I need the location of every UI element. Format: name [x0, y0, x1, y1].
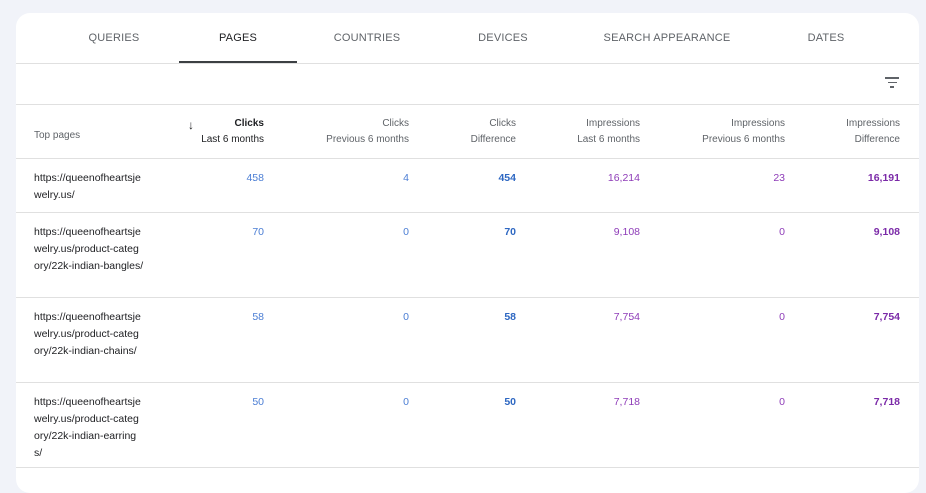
header-clicks-last[interactable]: Clicks Last 6 months: [164, 116, 264, 148]
page-url-link[interactable]: https://queenofheartsjewelry.us/product-…: [34, 226, 144, 272]
header-label: Impressions: [586, 118, 640, 129]
page-url-link[interactable]: https://queenofheartsjewelry.us/product-…: [34, 311, 141, 357]
tab-pages[interactable]: PAGES: [218, 32, 258, 44]
impressions-diff-value: 16,191: [867, 172, 900, 184]
impressions-last-value: 7,754: [613, 311, 640, 323]
header-label: Impressions: [731, 118, 785, 129]
header-label: Clicks: [382, 118, 409, 129]
sort-down-icon[interactable]: ↓: [188, 118, 194, 132]
clicks-prev-value: 0: [403, 396, 409, 408]
table-header: Top pages ↓ Clicks Last 6 months Clicks …: [16, 105, 919, 159]
clicks-prev-value: 0: [403, 226, 409, 238]
filter-icon[interactable]: [885, 76, 899, 88]
filter-bar: [16, 64, 919, 105]
header-label: Clicks: [489, 118, 516, 129]
clicks-prev-value: 0: [403, 311, 409, 323]
header-sublabel: Difference: [470, 134, 516, 145]
impressions-prev-value: 0: [779, 396, 785, 408]
header-label: Impressions: [846, 118, 900, 129]
header-sublabel: Difference: [854, 134, 900, 145]
impressions-prev-value: 0: [779, 226, 785, 238]
header-impressions-prev[interactable]: Impressions Previous 6 months: [675, 116, 785, 148]
header-sublabel: Previous 6 months: [702, 134, 785, 145]
clicks-diff-value: 454: [498, 172, 516, 184]
clicks-diff-value: 58: [504, 311, 516, 323]
header-impressions-diff[interactable]: Impressions Difference: [810, 116, 900, 148]
table-row[interactable]: https://queenofheartsjewelry.us/product-…: [16, 298, 919, 383]
tab-search-appearance[interactable]: SEARCH APPEARANCE: [603, 32, 731, 44]
tab-queries[interactable]: QUERIES: [88, 32, 140, 44]
clicks-diff-value: 50: [504, 396, 516, 408]
header-label: Clicks: [234, 118, 264, 129]
header-clicks-diff[interactable]: Clicks Difference: [426, 116, 516, 148]
impressions-diff-value: 7,754: [873, 311, 900, 323]
tab-bar: QUERIES PAGES COUNTRIES DEVICES SEARCH A…: [16, 13, 919, 64]
tab-devices[interactable]: DEVICES: [478, 32, 528, 44]
header-sublabel: Last 6 months: [201, 134, 264, 145]
header-impressions-last[interactable]: Impressions Last 6 months: [530, 116, 640, 148]
impressions-last-value: 7,718: [613, 396, 640, 408]
clicks-prev-value: 4: [403, 172, 409, 184]
impressions-last-value: 9,108: [613, 226, 640, 238]
clicks-last-value: 70: [252, 226, 264, 238]
impressions-last-value: 16,214: [607, 172, 640, 184]
performance-card: QUERIES PAGES COUNTRIES DEVICES SEARCH A…: [16, 13, 919, 493]
impressions-prev-value: 23: [773, 172, 785, 184]
table-row[interactable]: https://queenofheartsjewelry.us/product-…: [16, 213, 919, 298]
header-sublabel: Previous 6 months: [326, 134, 409, 145]
active-tab-indicator: [179, 61, 297, 63]
tab-countries[interactable]: COUNTRIES: [333, 32, 401, 44]
table-row[interactable]: https://queenofheartsjewelry.us/product-…: [16, 383, 919, 468]
table-row[interactable]: https://queenofheartsjewelry.us/ 458 4 4…: [16, 159, 919, 213]
clicks-diff-value: 70: [504, 226, 516, 238]
page-url-link[interactable]: https://queenofheartsjewelry.us/: [34, 172, 141, 201]
header-sublabel: Last 6 months: [577, 134, 640, 145]
impressions-diff-value: 9,108: [873, 226, 900, 238]
impressions-diff-value: 7,718: [873, 396, 900, 408]
clicks-last-value: 58: [252, 311, 264, 323]
header-clicks-prev[interactable]: Clicks Previous 6 months: [299, 116, 409, 148]
tab-dates[interactable]: DATES: [807, 32, 845, 44]
impressions-prev-value: 0: [779, 311, 785, 323]
header-top-pages[interactable]: Top pages: [34, 130, 81, 141]
clicks-last-value: 50: [252, 396, 264, 408]
clicks-last-value: 458: [246, 172, 264, 184]
page-url-link[interactable]: https://queenofheartsjewelry.us/product-…: [34, 396, 141, 459]
